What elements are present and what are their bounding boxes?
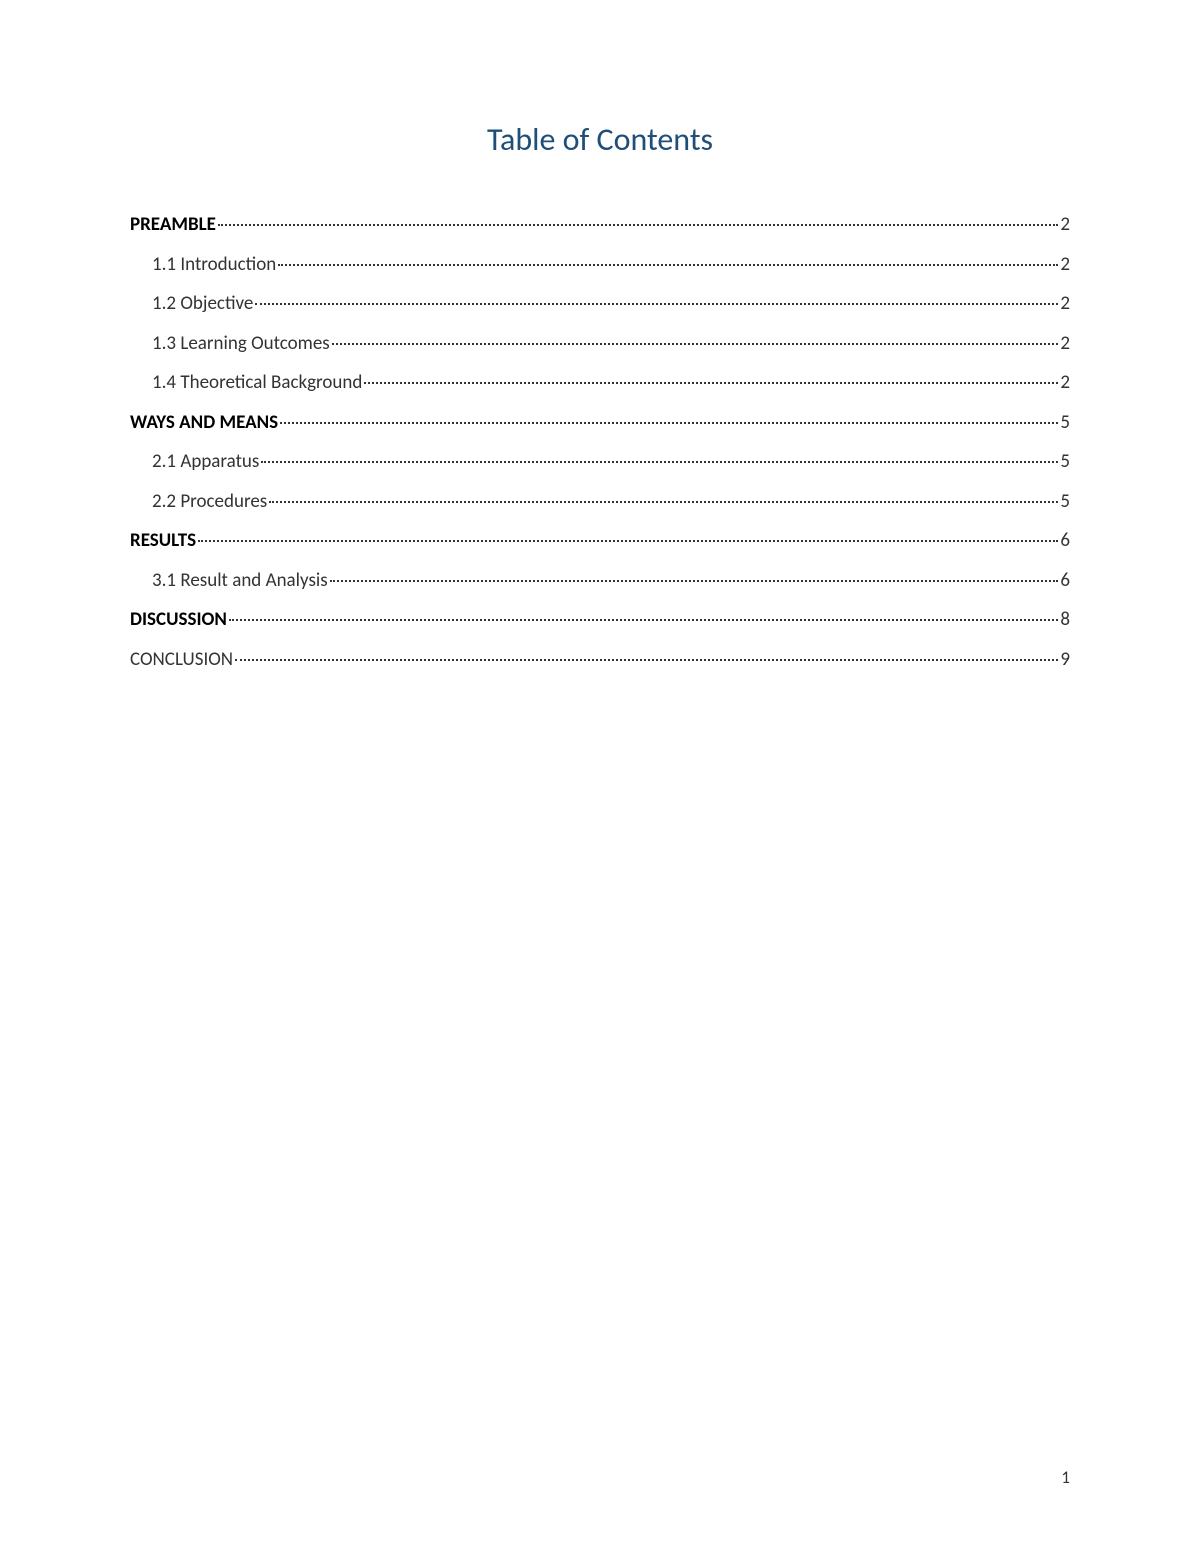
toc-entry-label: DISCUSSION [130, 606, 227, 635]
toc-dots [229, 619, 1058, 621]
toc-entry-page: 6 [1060, 527, 1070, 556]
toc-entry-page: 2 [1060, 290, 1070, 319]
toc-entry[interactable]: PREAMBLE 2 [130, 211, 1070, 240]
toc-dots [330, 580, 1059, 582]
page-number: 1 [1061, 1467, 1070, 1488]
toc-entry-label: 3.1 Result and Analysis [152, 567, 328, 596]
toc-entry-page: 6 [1060, 567, 1070, 596]
toc-entry-label: 1.3 Learning Outcomes [152, 330, 330, 359]
toc-dots [364, 382, 1058, 384]
toc-entry[interactable]: 1.4 Theoretical Background 2 [130, 369, 1070, 398]
toc-entry-page: 2 [1060, 211, 1070, 240]
toc-entry-label: WAYS AND MEANS [130, 409, 278, 438]
toc-list: PREAMBLE 2 1.1 Introduction 2 1.2 Objective 2… [130, 211, 1070, 674]
toc-entry[interactable]: 2.2 Procedures 5 [130, 488, 1070, 517]
toc-entry-page: 9 [1060, 646, 1070, 675]
toc-entry-label: 2.2 Procedures [152, 488, 267, 517]
toc-entry-page: 8 [1060, 606, 1070, 635]
toc-entry[interactable]: DISCUSSION 8 [130, 606, 1070, 635]
toc-entry-page: 5 [1060, 448, 1070, 477]
toc-dots [332, 343, 1059, 345]
toc-entry[interactable]: CONCLUSION 9 [130, 646, 1070, 675]
toc-entry[interactable]: RESULTS 6 [130, 527, 1070, 556]
toc-dots [255, 303, 1058, 305]
toc-entry-label: 1.2 Objective [152, 290, 253, 319]
toc-entry-page: 5 [1060, 488, 1070, 517]
toc-entry[interactable]: 3.1 Result and Analysis 6 [130, 567, 1070, 596]
toc-entry-label: 1.1 Introduction [152, 251, 276, 280]
toc-entry-label: RESULTS [130, 527, 196, 556]
toc-entry-page: 2 [1060, 251, 1070, 280]
toc-entry[interactable]: 1.3 Learning Outcomes 2 [130, 330, 1070, 359]
page-title: Table of Contents [130, 120, 1070, 159]
toc-entry-label: 2.1 Apparatus [152, 448, 259, 477]
toc-entry[interactable]: 1.2 Objective 2 [130, 290, 1070, 319]
toc-dots [218, 224, 1058, 226]
toc-entry-page: 5 [1060, 409, 1070, 438]
toc-entry-label: PREAMBLE [130, 211, 216, 240]
toc-dots [280, 422, 1058, 424]
toc-dots [198, 540, 1058, 542]
toc-entry[interactable]: 2.1 Apparatus 5 [130, 448, 1070, 477]
toc-entry[interactable]: WAYS AND MEANS 5 [130, 409, 1070, 438]
toc-entry-page: 2 [1060, 330, 1070, 359]
toc-dots [235, 659, 1058, 661]
toc-entry[interactable]: 1.1 Introduction 2 [130, 251, 1070, 280]
toc-dots [269, 501, 1058, 503]
toc-dots [261, 461, 1058, 463]
toc-entry-page: 2 [1060, 369, 1070, 398]
toc-dots [278, 264, 1058, 266]
toc-entry-label: 1.4 Theoretical Background [152, 369, 362, 398]
toc-entry-label: CONCLUSION [130, 646, 233, 675]
